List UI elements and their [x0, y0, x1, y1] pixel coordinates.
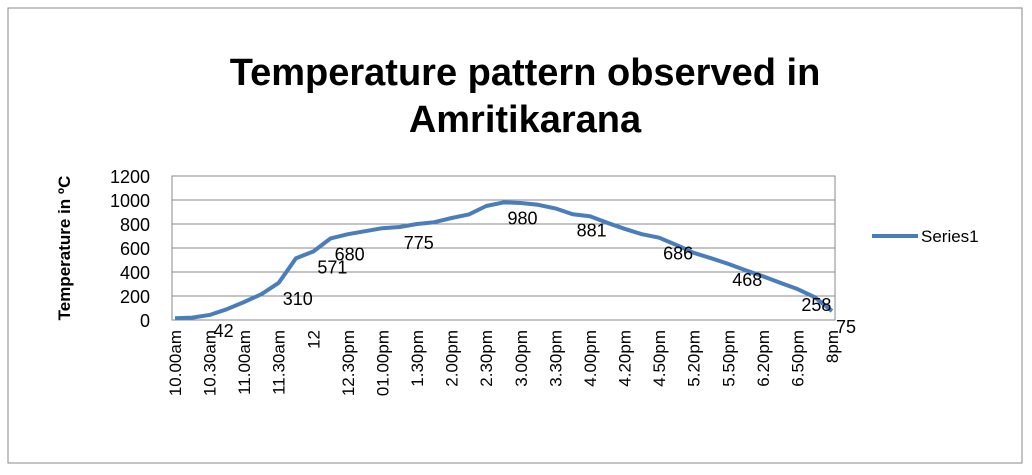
x-tick-label: 10.30am [201, 330, 220, 396]
data-label: 310 [283, 289, 313, 309]
legend-label: Series1 [921, 227, 979, 246]
x-tick-label: 12 [304, 330, 323, 349]
x-tick-label: 1.30pm [408, 330, 427, 387]
data-label: 571 [317, 257, 347, 277]
y-tick-label: 1200 [110, 167, 150, 187]
x-tick-label: 8pm [823, 330, 842, 363]
x-tick-label: 5.20pm [685, 330, 704, 387]
y-tick-label: 400 [120, 263, 150, 283]
data-label: 686 [663, 244, 693, 264]
chart-title: Amritikarana [409, 99, 642, 141]
y-tick-label: 0 [140, 311, 150, 331]
data-label: 468 [732, 270, 762, 290]
y-tick-label: 800 [120, 215, 150, 235]
y-tick-label: 600 [120, 239, 150, 259]
y-tick-label: 1000 [110, 191, 150, 211]
x-tick-label: 11.00am [235, 330, 254, 395]
y-axis-label: Temperature in ºC [55, 176, 74, 321]
x-tick-label: 5.50pm [719, 330, 738, 387]
chart-frame [7, 7, 1023, 464]
data-label: 680 [335, 244, 365, 264]
x-tick-label: 6.20pm [754, 330, 773, 387]
x-tick-label: 4.20pm [616, 330, 635, 387]
data-label: 775 [404, 233, 434, 253]
y-tick-label: 200 [120, 287, 150, 307]
data-label: 75 [836, 317, 856, 337]
x-tick-label: 4.50pm [650, 330, 669, 387]
x-tick-label: 3.30pm [546, 330, 565, 387]
x-tick-label: 4.00pm [581, 330, 600, 387]
chart-title: Temperature pattern observed in [230, 52, 821, 94]
x-tick-label: 10.00am [166, 330, 185, 396]
data-label: 258 [801, 295, 831, 315]
data-label: 881 [577, 220, 607, 240]
x-tick-label: 12.30pm [339, 330, 358, 396]
x-tick-label: 2.00pm [443, 330, 462, 387]
series-line [174, 200, 834, 321]
data-label: 42 [214, 321, 234, 341]
x-tick-label: 11.30am [270, 330, 289, 395]
data-label: 980 [508, 208, 538, 228]
x-tick-label: 6.50pm [788, 330, 807, 387]
x-tick-label: 01.00pm [373, 330, 392, 396]
x-tick-label: 2.30pm [477, 330, 496, 387]
x-tick-label: 3.00pm [512, 330, 531, 387]
